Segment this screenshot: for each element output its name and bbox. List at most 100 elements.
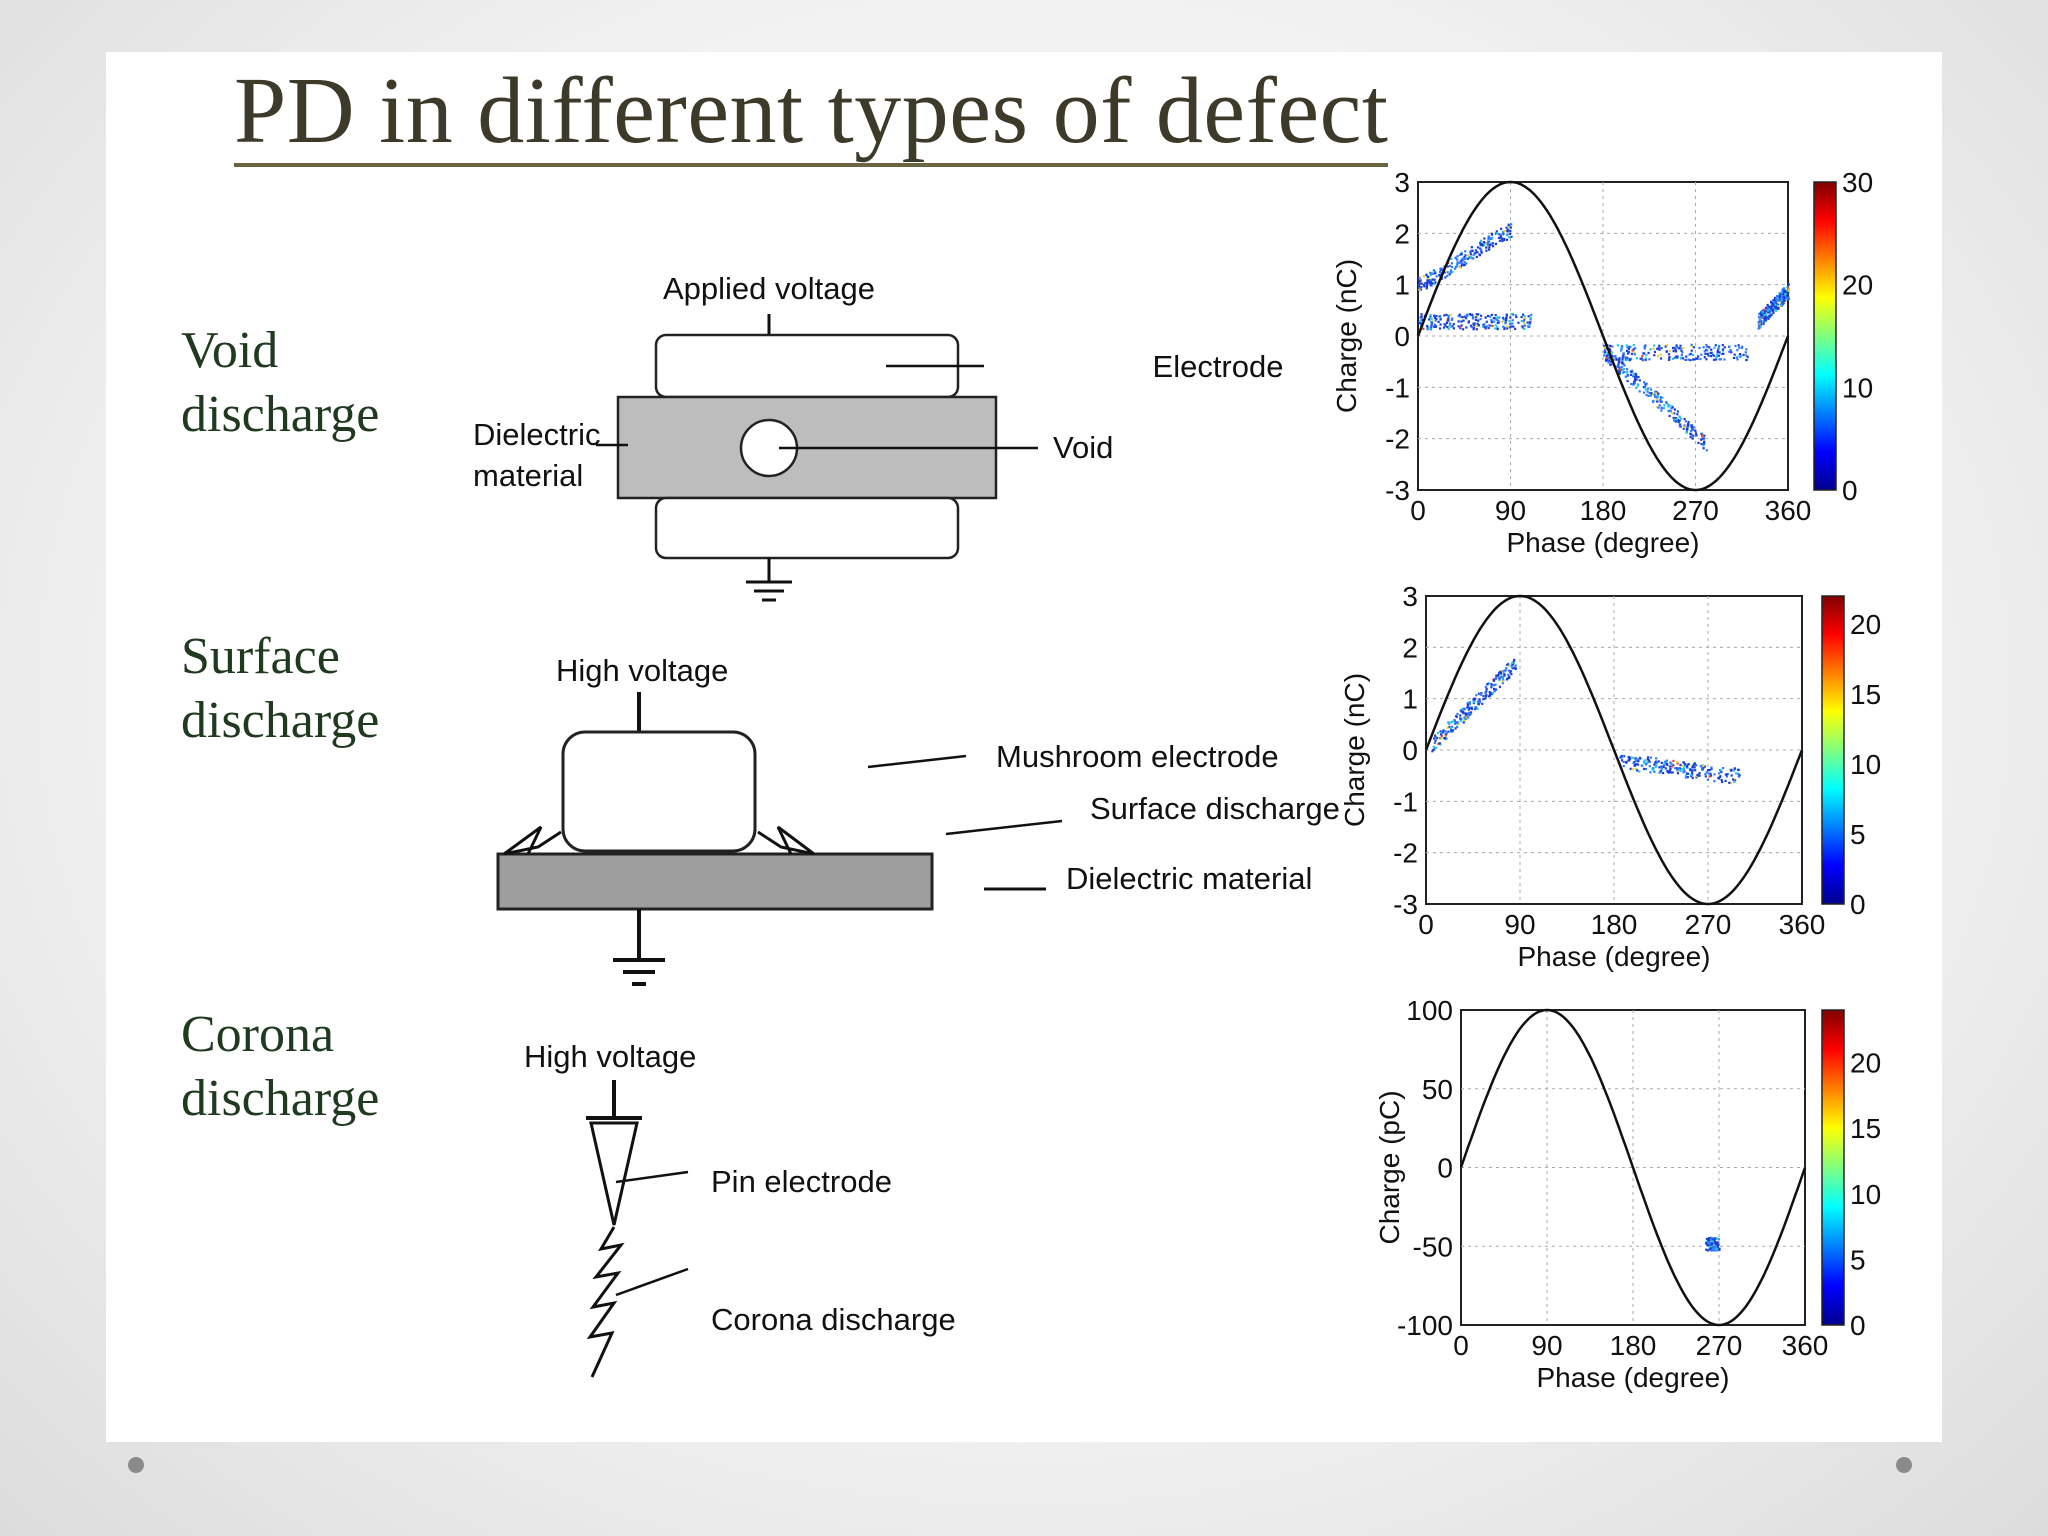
scatter-point: [1659, 398, 1662, 401]
scatter-point: [1767, 317, 1770, 320]
scatter-point: [1649, 348, 1652, 351]
scatter-point: [1700, 767, 1704, 770]
scatter-point: [1488, 691, 1491, 694]
scatter-point: [1473, 323, 1476, 326]
scatter-point: [1630, 352, 1634, 355]
scatter-point: [1734, 344, 1737, 348]
scatter-point: [1620, 365, 1623, 369]
scatter-point: [1708, 1238, 1711, 1242]
scatter-point: [1464, 716, 1467, 719]
colorbar-tick-label: 20: [1850, 1048, 1881, 1079]
colorbar-tick-label: 0: [1850, 889, 1866, 920]
scatter-point: [1787, 289, 1791, 292]
scatter-point: [1738, 355, 1741, 358]
scatter-point: [1464, 254, 1467, 257]
scatter-point: [1639, 357, 1642, 360]
scatter-point: [1709, 772, 1712, 775]
scatter-point: [1781, 301, 1784, 304]
colorbar-tick-label: 20: [1842, 270, 1873, 301]
scatter-point: [1484, 242, 1488, 245]
scatter-point: [1632, 343, 1635, 347]
scatter-point: [1710, 767, 1713, 771]
scatter-point: [1721, 343, 1724, 347]
scatter-point: [1494, 677, 1498, 680]
scatter-point: [1635, 767, 1638, 771]
scatter-point: [1675, 760, 1679, 764]
scatter-point: [1426, 324, 1429, 328]
scatter-point: [1617, 360, 1621, 363]
prev-slide-dot-icon[interactable]: [128, 1457, 144, 1473]
scatter-point: [1709, 355, 1713, 358]
x-tick-label: 0: [1453, 1330, 1469, 1361]
scatter-point: [1780, 293, 1783, 296]
scatter-point: [1464, 712, 1467, 715]
scatter-point: [1691, 776, 1694, 780]
scatter-point: [1762, 322, 1765, 325]
scatter-point: [1737, 344, 1740, 347]
scatter-point: [1645, 762, 1648, 765]
y-tick-label: 3: [1394, 167, 1410, 198]
scatter-point: [1614, 357, 1618, 360]
scatter-point: [1725, 775, 1729, 778]
scatter-point: [1675, 344, 1678, 347]
next-slide-dot-icon[interactable]: [1896, 1457, 1912, 1473]
scatter-point: [1649, 771, 1652, 774]
y-tick-label: 0: [1402, 735, 1418, 766]
y-tick-label: 50: [1422, 1074, 1453, 1105]
scatter-point: [1434, 734, 1437, 737]
scatter-point: [1712, 354, 1715, 357]
scatter-point: [1622, 371, 1625, 374]
scatter-point: [1732, 356, 1736, 360]
scatter-point: [1446, 271, 1449, 274]
scatter-point: [1456, 255, 1459, 258]
scatter-point: [1625, 344, 1628, 347]
scatter-point: [1478, 701, 1481, 704]
scatter-point: [1742, 353, 1745, 357]
scatter-point: [1689, 432, 1692, 435]
scatter-point: [1450, 318, 1453, 321]
scatter-point: [1447, 314, 1450, 317]
scatter-point: [1672, 350, 1675, 353]
x-tick-label: 360: [1765, 495, 1812, 526]
scatter-point: [1774, 296, 1777, 300]
scatter-point: [1705, 1242, 1709, 1245]
scatter-point: [1463, 716, 1466, 719]
scatter-point: [1452, 720, 1455, 723]
scatter-point: [1606, 352, 1609, 355]
scatter-point: [1501, 680, 1504, 683]
scatter-point: [1507, 664, 1511, 667]
scatter-point: [1509, 229, 1512, 233]
scatter-point: [1508, 322, 1512, 326]
scatter-point: [1448, 322, 1452, 325]
scatter-point: [1641, 354, 1644, 358]
scatter-point: [1501, 239, 1504, 243]
scatter-point: [1505, 234, 1509, 237]
scatter-point: [1682, 427, 1685, 430]
scatter-point: [1603, 344, 1606, 348]
scatter-point: [1634, 757, 1637, 760]
scatter-point: [1494, 313, 1497, 317]
scatter-point: [1620, 755, 1623, 758]
scatter-point: [1497, 236, 1501, 239]
scatter-point: [1620, 759, 1624, 762]
scatter-point: [1704, 352, 1707, 355]
scatter-point: [1780, 299, 1783, 303]
scatter-point: [1493, 690, 1496, 693]
scatter-point: [1469, 256, 1473, 259]
scatter-point: [1673, 346, 1676, 350]
scatter-point: [1438, 327, 1442, 330]
scatter-point: [1503, 672, 1506, 675]
scatter-point: [1691, 427, 1694, 430]
scatter-point: [1710, 1243, 1713, 1246]
scatter-point: [1490, 233, 1494, 237]
scatter-point: [1721, 780, 1724, 784]
scatter-point: [1779, 291, 1783, 294]
scatter-point: [1470, 707, 1474, 711]
scatter-point: [1647, 394, 1650, 398]
scatter-point: [1448, 273, 1451, 276]
scatter-point: [1719, 769, 1722, 772]
scatter-point: [1699, 357, 1702, 361]
scatter-point: [1447, 319, 1450, 322]
scatter-point: [1510, 665, 1513, 669]
scatter-point: [1718, 358, 1721, 361]
